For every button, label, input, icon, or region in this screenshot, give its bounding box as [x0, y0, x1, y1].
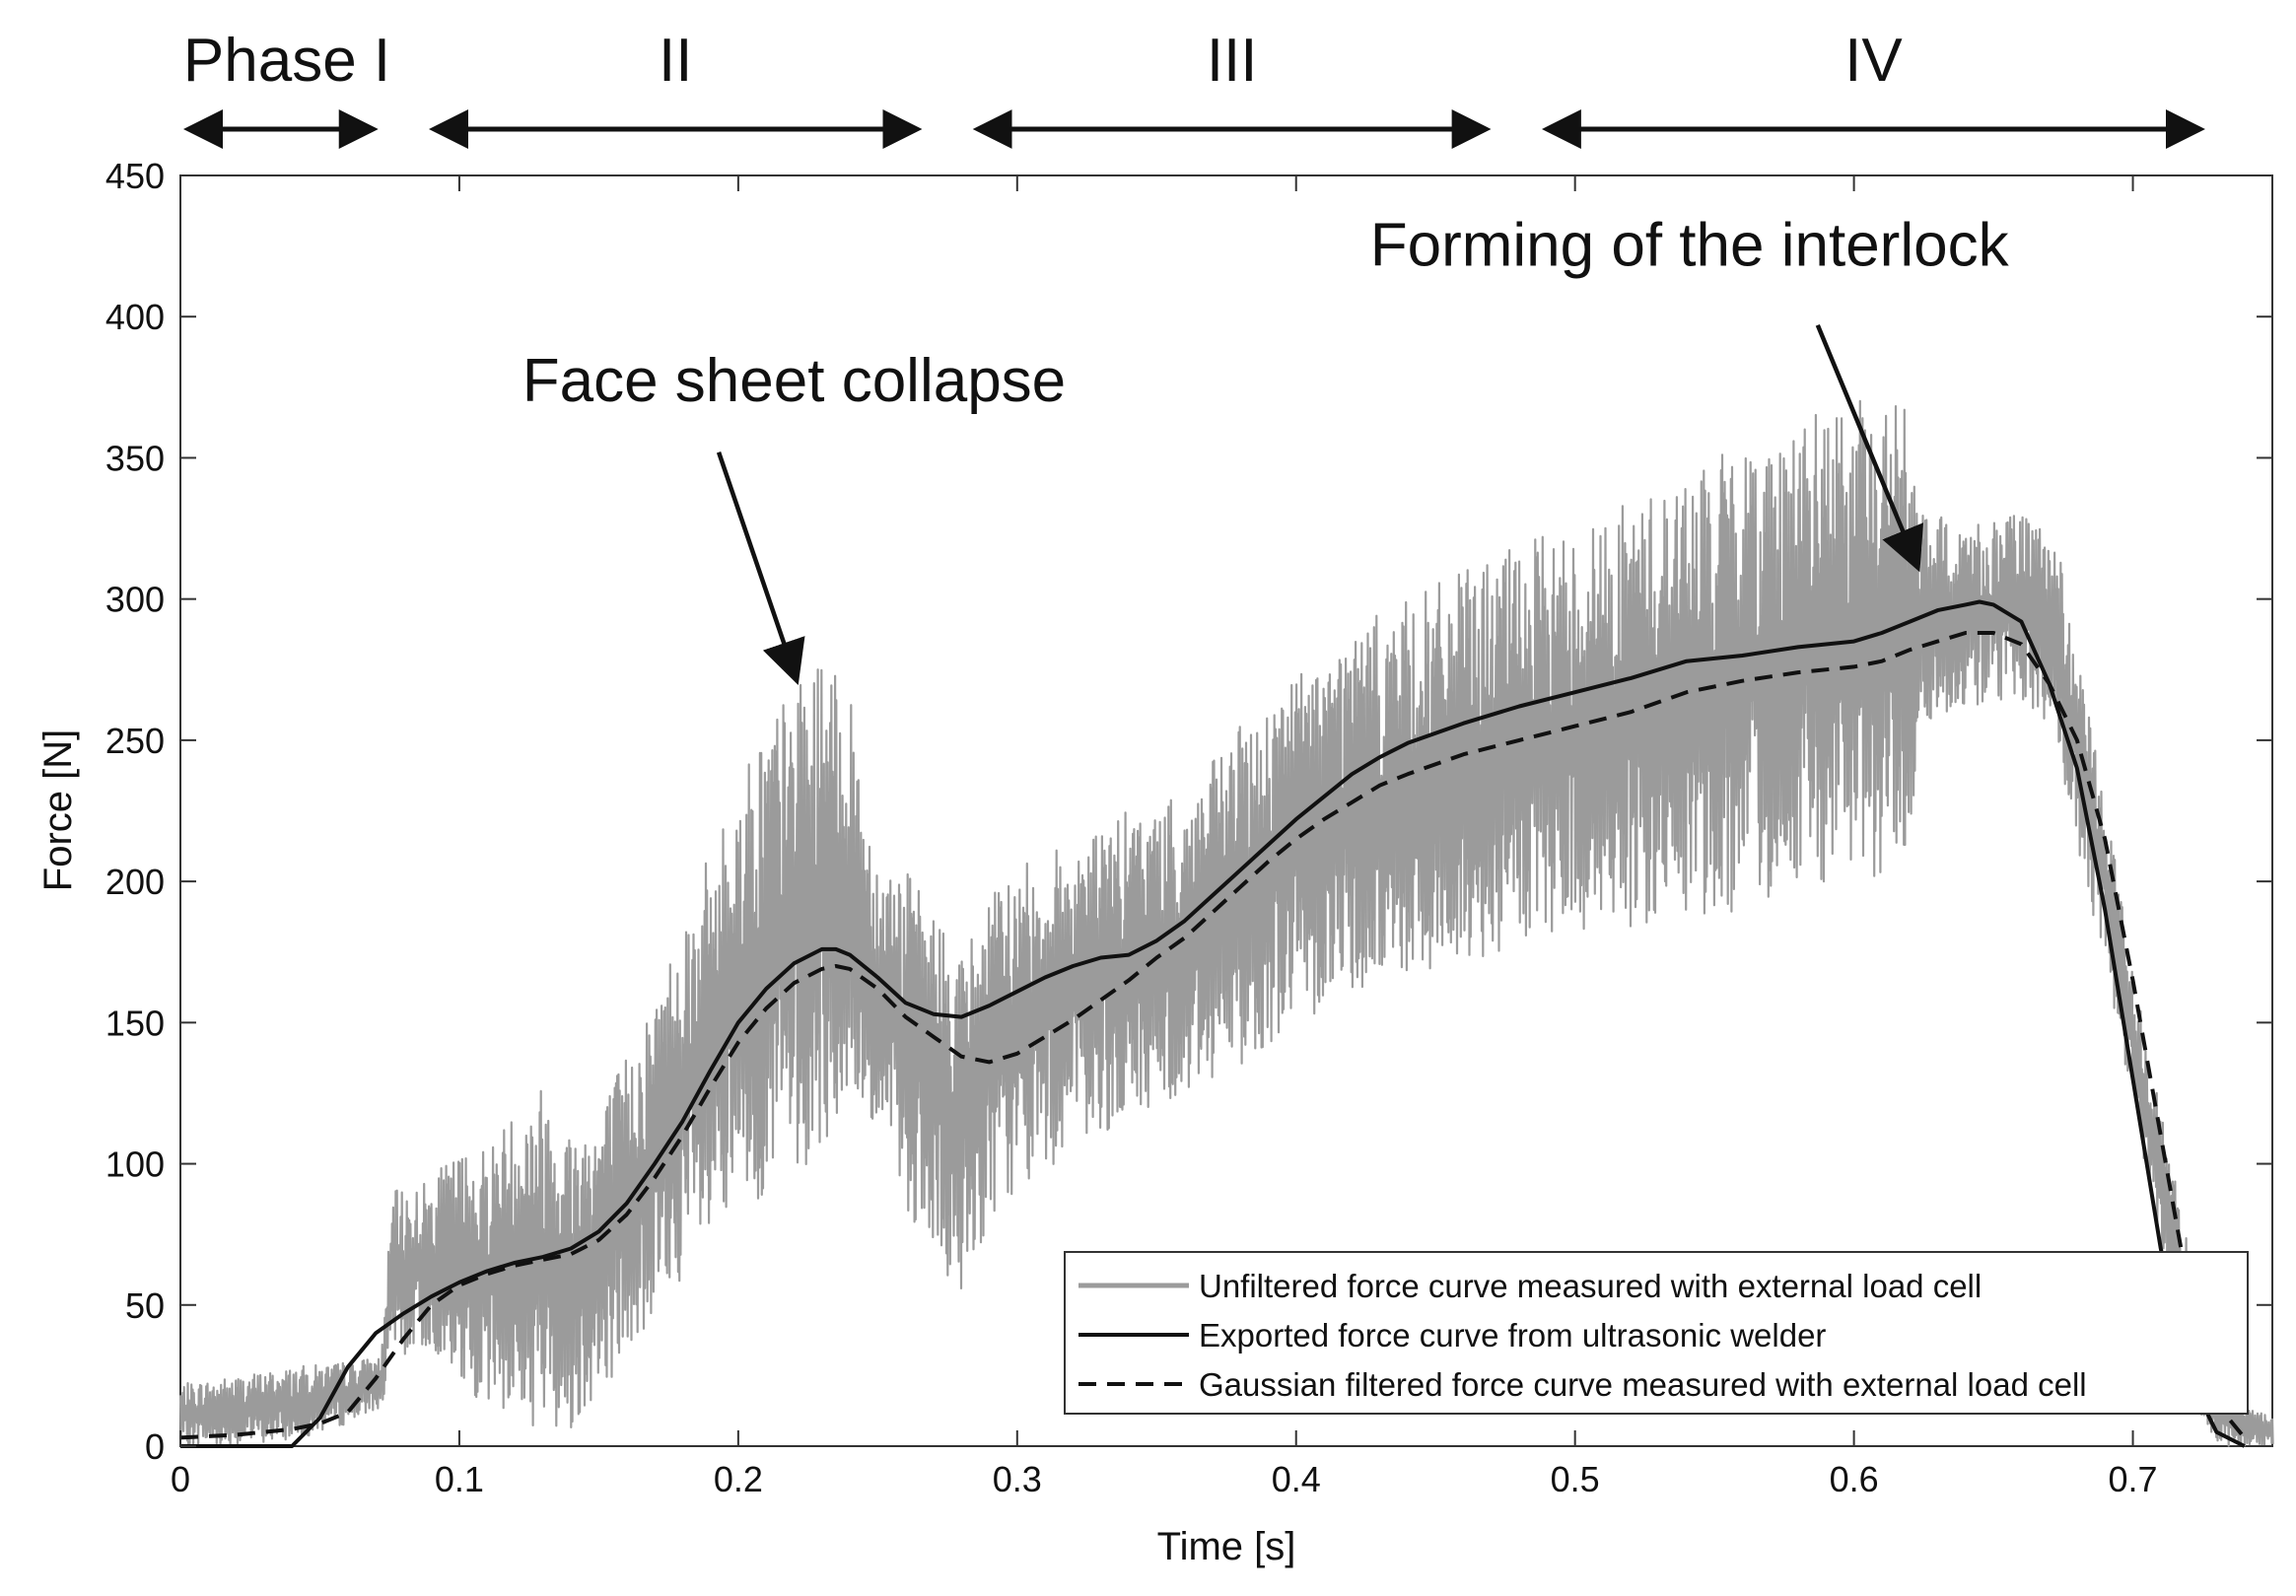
series-welder-exported-line — [180, 599, 2246, 1448]
x-tick-label: 0.5 — [1551, 1459, 1600, 1499]
annotation-text: Face sheet collapse — [522, 347, 1066, 415]
y-tick-label: 50 — [125, 1285, 165, 1326]
phase-label: III — [1207, 27, 1258, 95]
annotation-text: Forming of the interlock — [1370, 212, 2010, 280]
x-tick-label: 0.4 — [1272, 1459, 1321, 1499]
y-tick-label: 450 — [105, 156, 165, 196]
phase-label: IV — [1844, 27, 1903, 95]
y-tick-label: 100 — [105, 1145, 165, 1185]
x-tick-label: 0.6 — [1830, 1459, 1879, 1499]
y-axis-label: Force [N] — [36, 729, 80, 891]
annotations: Face sheet collapse Forming of the interl… — [522, 212, 2010, 685]
annotation-arrow — [716, 451, 805, 685]
legend-label: Exported force curve from ultrasonic wel… — [1199, 1317, 1826, 1353]
axis-ticks: 0 0.1 0.2 0.3 0.4 0.5 0.6 0.7 0 50 100 150 200 250 300… — [105, 156, 2272, 1499]
x-tick-label: 0.7 — [2109, 1459, 2158, 1499]
phase-label: Phase I — [183, 27, 390, 95]
phase-label: II — [659, 27, 692, 95]
annotation-arrow — [1815, 323, 1923, 573]
data-series — [178, 399, 2274, 1448]
legend: Unfiltered force curve measured with ext… — [1064, 1251, 2249, 1415]
y-tick-label: 0 — [145, 1426, 165, 1467]
legend-box — [1064, 1251, 2249, 1415]
phase-annotations: Phase I II III IV — [183, 27, 2205, 149]
x-axis-label: Time [s] — [1157, 1525, 1296, 1568]
x-tick-label: 0.1 — [435, 1459, 484, 1499]
y-tick-label: 250 — [105, 721, 165, 761]
y-tick-label: 150 — [105, 1003, 165, 1043]
legend-label: Gaussian filtered force curve measured w… — [1199, 1366, 2087, 1403]
x-tick-label: 0.3 — [993, 1459, 1042, 1499]
series-gaussian-filtered-line — [179, 631, 2247, 1440]
series-unfiltered-line — [178, 399, 2274, 1448]
x-tick-label: 0 — [171, 1459, 190, 1499]
x-tick-label: 0.2 — [714, 1459, 763, 1499]
legend-label: Unfiltered force curve measured with ext… — [1199, 1268, 1982, 1304]
y-tick-label: 200 — [105, 862, 165, 902]
y-tick-label: 400 — [105, 297, 165, 337]
y-tick-label: 350 — [105, 438, 165, 478]
y-tick-label: 300 — [105, 580, 165, 620]
